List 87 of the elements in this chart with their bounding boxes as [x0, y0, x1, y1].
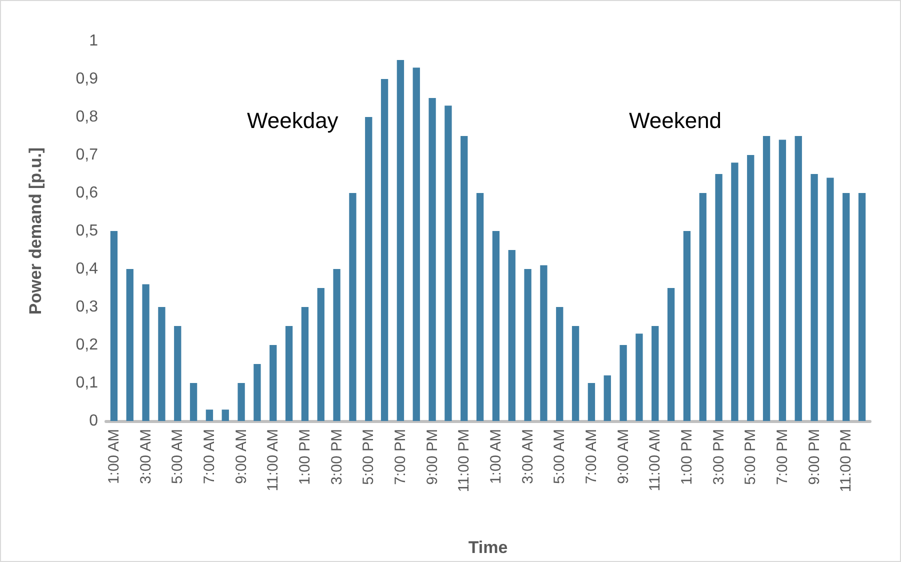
bar: [508, 250, 516, 421]
x-tick-label: 3:00 AM: [519, 429, 536, 484]
x-tick-label: 5:00 AM: [551, 429, 568, 484]
bar: [492, 231, 500, 421]
bar: [349, 193, 356, 421]
x-tick-label: 7:00 PM: [392, 429, 409, 485]
bar: [444, 106, 452, 421]
bar: [620, 345, 627, 421]
x-tick-label: 3:00 AM: [137, 429, 154, 484]
y-tick-label: 0,1: [76, 374, 98, 392]
bar: [858, 193, 866, 421]
bar: [747, 155, 754, 421]
bar: [794, 136, 802, 421]
annotation: Weekend: [629, 108, 722, 133]
x-tick-label: 1:00 PM: [678, 429, 696, 485]
bar: [158, 307, 166, 421]
bar: [206, 410, 214, 421]
bar: [556, 307, 564, 421]
x-tick-label: 5:00 AM: [169, 429, 186, 484]
y-tick-label: 0,5: [76, 222, 98, 240]
bar: [412, 68, 420, 421]
bar: [285, 326, 293, 421]
bar: [396, 60, 404, 421]
bar: [142, 284, 150, 421]
x-tick-label: 7:00 AM: [200, 429, 218, 484]
bar: [428, 98, 436, 421]
bar: [762, 136, 770, 421]
y-tick-label: 0,4: [76, 260, 98, 278]
y-tick-label: 0,2: [76, 336, 98, 354]
x-tick-label: 7:00 PM: [774, 429, 791, 485]
x-axis-title: Time: [468, 538, 508, 557]
x-tick-label: 9:00 AM: [232, 429, 250, 484]
bar: [365, 117, 372, 421]
bar: [683, 231, 691, 421]
annotation: Weekday: [247, 108, 338, 133]
x-tick-label: 5:00 PM: [742, 429, 760, 485]
bar: [254, 364, 261, 421]
bar: [222, 410, 229, 421]
x-tick-label: 9:00 PM: [806, 429, 823, 485]
bar: [810, 174, 818, 421]
x-tick-label: 9:00 PM: [424, 429, 441, 485]
x-tick-label: 3:00 PM: [328, 429, 346, 485]
bar: [301, 307, 309, 421]
bar: [778, 140, 786, 421]
bar: [572, 326, 580, 421]
bar: [667, 288, 675, 421]
y-tick-label: 0,3: [76, 298, 98, 316]
bar: [476, 193, 484, 421]
y-tick-label: 0,8: [76, 108, 98, 126]
bar: [380, 79, 388, 421]
bar: [190, 383, 198, 421]
bar: [588, 383, 596, 421]
x-tick-label: 11:00 AM: [264, 429, 282, 492]
bar: [126, 269, 134, 421]
x-tick-label: 11:00 AM: [646, 429, 664, 492]
bar: [174, 326, 182, 421]
x-tick-label: 1:00 AM: [105, 429, 122, 484]
bar: [636, 334, 643, 421]
y-axis-title: Power demand [p.u.]: [26, 147, 45, 315]
bar: [540, 265, 548, 421]
bar: [731, 162, 738, 421]
bar: [715, 174, 722, 421]
bar: [460, 136, 468, 421]
bar: [317, 288, 324, 421]
x-tick-label: 3:00 PM: [710, 429, 728, 485]
bar: [699, 193, 706, 421]
x-tick-label: 7:00 AM: [582, 429, 600, 484]
y-tick-label: 1: [89, 32, 98, 50]
bar: [604, 375, 611, 421]
y-tick-label: 0,6: [76, 184, 98, 202]
x-tick-label: 9:00 AM: [614, 429, 632, 484]
bar: [524, 269, 532, 421]
y-tick-label: 0,9: [76, 70, 98, 88]
x-tick-label: 1:00 PM: [296, 429, 314, 485]
bar: [842, 193, 850, 421]
bar: [270, 345, 277, 421]
y-tick-label: 0,7: [76, 146, 98, 164]
x-tick-label: 11:00 PM: [838, 429, 855, 492]
y-tick-label: 0: [89, 412, 98, 430]
x-tick-label: 1:00 AM: [487, 429, 504, 484]
x-tick-label: 11:00 PM: [456, 429, 473, 492]
bar: [333, 269, 340, 421]
bar: [110, 231, 118, 421]
bar: [826, 178, 834, 421]
bar: [238, 383, 245, 421]
x-tick-label: 5:00 PM: [360, 429, 378, 485]
bar: [652, 326, 659, 421]
